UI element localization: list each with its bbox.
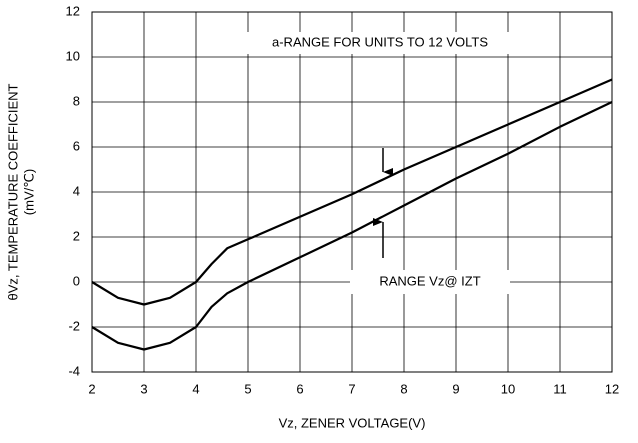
x-tick-label: 10 [501,381,515,396]
line [91,78,613,306]
plot-area: 2 3 4 5 6 7 8 9 10 11 12 -4 -2 0 2 4 6 8 10 12 [66,3,620,396]
x-tick-label: 7 [348,381,355,396]
x-tick-label: 9 [452,381,459,396]
x-tick-label: 2 [88,381,95,396]
y-tick-label: 12 [66,3,80,18]
x-tick-label: 6 [296,381,303,396]
line [91,101,613,351]
y-tick-label: 2 [73,228,80,243]
annotation-bg [350,270,510,294]
x-tick-label: 4 [192,381,199,396]
y-tick-label: 8 [73,93,80,108]
plot-frame [91,11,613,373]
y-tick-label: -4 [68,363,80,378]
x-tick-label: 5 [244,381,251,396]
y-tick-label: 0 [73,273,80,288]
x-tick-label: 12 [605,381,619,396]
annotation-bg [222,32,542,54]
x-tick-label: 11 [553,381,567,396]
annotation: a-RANGE FOR UNITS TO 12 VOLTS [272,34,488,49]
y-tick-label: 10 [66,48,80,63]
y-tick-label: 6 [73,138,80,153]
y-tick-label: -2 [68,318,80,333]
y-axis-unit: (mV/℃) [21,169,36,215]
x-tick-label: 3 [140,381,147,396]
y-tick-label: 4 [73,183,80,198]
x-tick-label: 8 [400,381,407,396]
y-axis-label: θVz, TEMPERATURE COEFFICIENT [5,83,20,300]
annotation: RANGE Vz@ IZT [379,273,480,288]
x-axis-label: Vz, ZENER VOLTAGE(V) [279,415,426,430]
